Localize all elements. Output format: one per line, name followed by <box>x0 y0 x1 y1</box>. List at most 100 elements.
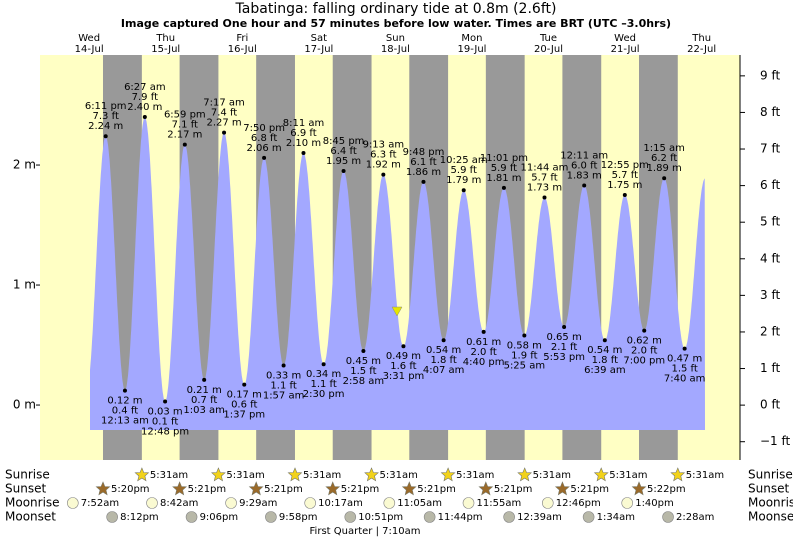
tide-label: 6:27 am <box>124 82 166 93</box>
y2-tick-label: 7 ft <box>760 142 780 156</box>
tide-label: 5.7 ft <box>531 172 557 183</box>
sunrise-icon <box>364 467 379 482</box>
tide-label: 1.6 ft <box>390 361 416 372</box>
event-time: 1:34am <box>597 512 635 523</box>
day-date: 15-Jul <box>151 44 180 55</box>
tide-label: 2.10 m <box>286 138 321 149</box>
tide-label: 3:31 pm <box>383 371 425 382</box>
event-time: 5:31am <box>686 470 724 481</box>
moonrise-icon <box>304 497 316 509</box>
sunset-icon <box>478 481 494 496</box>
sunrise-icon <box>211 467 226 482</box>
tide-label: 1.73 m <box>527 182 562 193</box>
row-label: Moonrise <box>748 496 793 510</box>
tide-label: 6.1 ft <box>410 157 436 168</box>
tide-point <box>361 349 366 354</box>
tide-label: 0.6 ft <box>231 400 257 411</box>
tide-label: 2:30 pm <box>303 389 345 400</box>
tide-label: 1.83 m <box>567 170 602 181</box>
moonrise-icon <box>225 497 237 509</box>
tide-label: 5:25 am <box>504 360 546 371</box>
tide-point <box>222 130 227 135</box>
y-tick-label: 2 m <box>13 158 36 172</box>
moonset-icon <box>662 511 674 523</box>
tide-label: 1:57 am <box>263 390 305 401</box>
tide-point <box>182 142 187 147</box>
event-time: 5:31am <box>303 470 341 481</box>
tide-label: 2.06 m <box>246 143 281 154</box>
tide-label: 2.17 m <box>167 130 202 141</box>
sunrise-icon <box>517 467 533 482</box>
y2-tick-label: 9 ft <box>760 68 780 82</box>
tide-point <box>622 193 627 198</box>
event-time: 11:55am <box>477 498 522 509</box>
tide-label: 5.9 ft <box>491 163 517 174</box>
tide-label: 8:11 am <box>283 118 325 129</box>
tide-label: 8:45 pm <box>323 136 365 147</box>
tide-label: 7:40 am <box>664 374 706 385</box>
y2-tick-label: 5 ft <box>760 215 780 229</box>
tide-label: 0.62 m <box>627 336 662 347</box>
event-time: 7:52am <box>81 498 119 509</box>
tide-label: 1:03 am <box>183 405 225 416</box>
sunrise-icon <box>440 467 456 482</box>
day-name: Thu <box>691 33 711 44</box>
tide-point <box>163 399 168 404</box>
event-time: 5:21pm <box>188 484 227 495</box>
tide-point <box>401 344 406 349</box>
moonrise-icon <box>462 497 475 509</box>
row-label: Moonset <box>748 510 793 524</box>
sunrise-icon <box>134 467 150 482</box>
day-name: Thu <box>155 33 175 44</box>
event-time: 12:39am <box>517 512 562 523</box>
tide-point <box>381 172 386 177</box>
day-date: 14-Jul <box>75 44 104 55</box>
tide-point <box>522 333 527 338</box>
event-time: 5:22pm <box>647 484 686 495</box>
tide-label: 1.5 ft <box>671 364 697 375</box>
y2-tick-label: 4 ft <box>760 251 780 265</box>
tide-label: 7:50 pm <box>243 123 285 134</box>
tide-label: 2.40 m <box>127 102 162 113</box>
day-name: Sun <box>386 33 405 44</box>
tide-point <box>542 195 547 200</box>
y-tick-label: 0 m <box>13 398 36 412</box>
row-label: Moonrise <box>5 496 60 510</box>
tide-label: 7:17 am <box>203 98 245 109</box>
row-label: Sunrise <box>748 468 793 482</box>
day-date: 21-Jul <box>611 44 640 55</box>
tide-label: 6.3 ft <box>370 150 396 161</box>
day-name: Wed <box>614 33 636 44</box>
moonrise-icon <box>66 497 79 509</box>
tide-label: 6.8 ft <box>251 133 277 144</box>
tide-label: 0.1 ft <box>152 416 178 427</box>
moonset-icon <box>185 511 198 523</box>
event-time: 5:31am <box>533 470 571 481</box>
tide-label: 1.8 ft <box>430 355 456 366</box>
tide-label: 1.86 m <box>406 167 441 178</box>
tide-label: 6.4 ft <box>330 146 356 157</box>
day-date: 19-Jul <box>457 44 486 55</box>
event-time: 5:31am <box>380 470 418 481</box>
tide-label: 11:01 pm <box>480 153 528 164</box>
tide-label: 5:53 pm <box>543 352 585 363</box>
tide-point <box>122 388 127 393</box>
event-time: 9:58pm <box>279 512 318 523</box>
tide-label: 6.0 ft <box>571 160 597 171</box>
tide-point <box>262 155 267 160</box>
tide-label: 5.9 ft <box>451 165 477 176</box>
tide-label: 2:58 am <box>343 376 385 387</box>
day-name: Mon <box>461 33 482 44</box>
tide-label: 6.9 ft <box>290 128 316 139</box>
tide-label: 7:00 pm <box>623 356 665 367</box>
chart-title: Tabatinga: falling ordinary tide at 0.8m… <box>235 1 557 17</box>
y2-tick-label: 6 ft <box>760 178 780 192</box>
sunrise-icon <box>593 467 609 482</box>
y2-tick-label: 1 ft <box>760 361 780 375</box>
tide-label: 12:11 am <box>560 150 608 161</box>
tide-label: 1.1 ft <box>270 380 296 391</box>
event-time: 1:40pm <box>635 498 674 509</box>
event-time: 5:21pm <box>494 484 533 495</box>
tide-label: 1.8 ft <box>592 355 618 366</box>
tide-point <box>642 328 647 333</box>
